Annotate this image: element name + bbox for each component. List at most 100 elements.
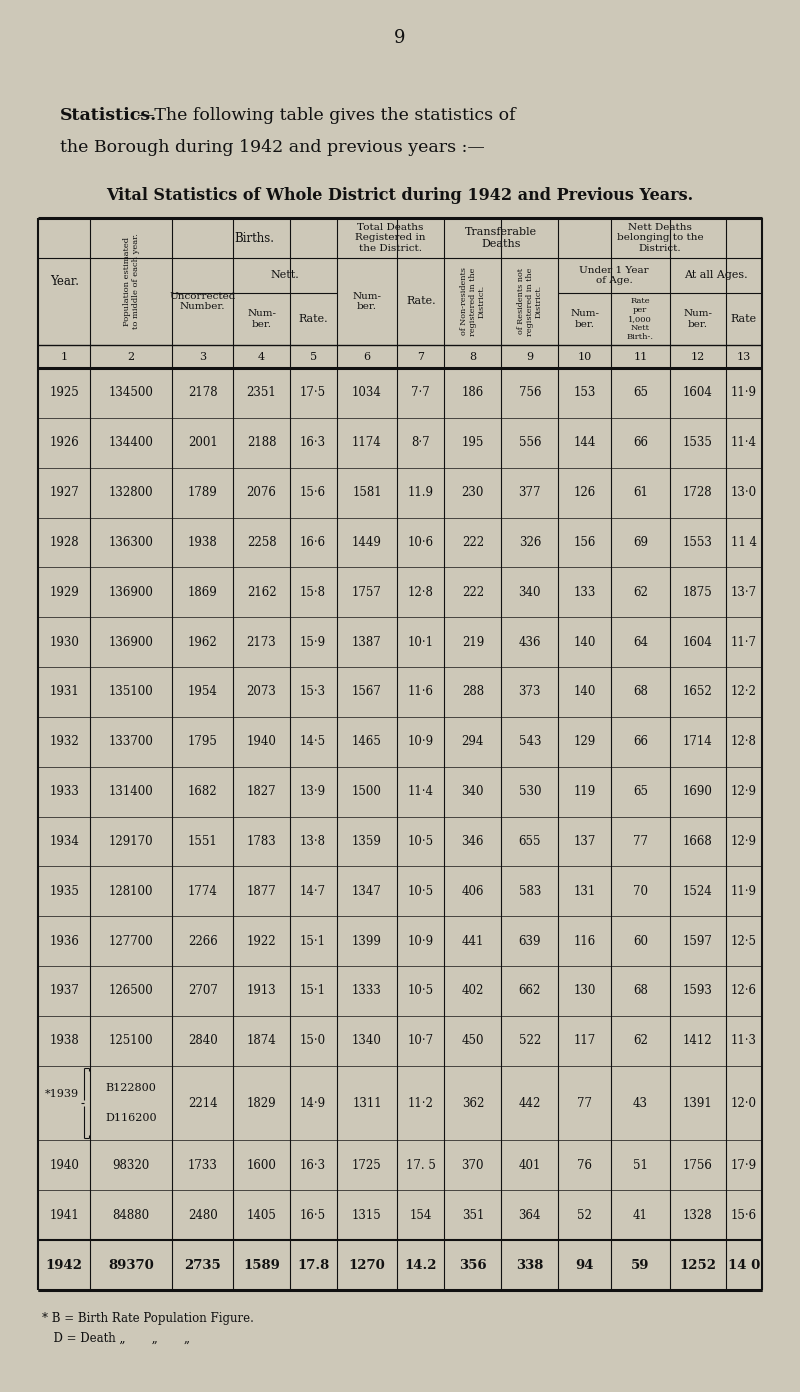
Text: 11·7: 11·7 [731, 636, 757, 649]
Text: 2214: 2214 [188, 1097, 218, 1109]
Text: 133: 133 [574, 586, 596, 599]
Text: 129: 129 [574, 735, 596, 749]
Text: 406: 406 [462, 885, 484, 898]
Text: 356: 356 [459, 1258, 486, 1271]
Text: 1929: 1929 [50, 586, 79, 599]
Text: 12·8: 12·8 [408, 586, 434, 599]
Text: 1932: 1932 [50, 735, 79, 749]
Text: 9: 9 [526, 352, 534, 362]
Text: At all Ages.: At all Ages. [684, 270, 748, 281]
Text: 1311: 1311 [352, 1097, 382, 1109]
Text: 12·8: 12·8 [731, 735, 757, 749]
Text: 15·1: 15·1 [300, 934, 326, 948]
Text: 1347: 1347 [352, 885, 382, 898]
Text: 1827: 1827 [246, 785, 276, 798]
Text: 351: 351 [462, 1208, 484, 1222]
Text: 2840: 2840 [188, 1034, 218, 1047]
Text: 10·6: 10·6 [408, 536, 434, 548]
Text: 134500: 134500 [109, 387, 154, 400]
Text: 2707: 2707 [188, 984, 218, 998]
Text: 66: 66 [633, 735, 648, 749]
Text: 1500: 1500 [352, 785, 382, 798]
Text: 1938: 1938 [50, 1034, 79, 1047]
Text: 1931: 1931 [50, 685, 79, 699]
Text: 11·6: 11·6 [408, 685, 434, 699]
Text: 126500: 126500 [109, 984, 154, 998]
Text: 1652: 1652 [683, 685, 713, 699]
Text: 1937: 1937 [50, 984, 79, 998]
Text: 1034: 1034 [352, 387, 382, 400]
Text: 1874: 1874 [246, 1034, 277, 1047]
Text: Num-
ber.: Num- ber. [683, 309, 712, 329]
Text: 15·3: 15·3 [300, 685, 326, 699]
Text: 1399: 1399 [352, 934, 382, 948]
Text: 60: 60 [633, 934, 648, 948]
Text: 2: 2 [128, 352, 134, 362]
Text: 522: 522 [518, 1034, 541, 1047]
Text: 140: 140 [574, 685, 596, 699]
Text: 2162: 2162 [246, 586, 276, 599]
Text: 136300: 136300 [109, 536, 154, 548]
Text: 1941: 1941 [50, 1208, 79, 1222]
Text: 119: 119 [574, 785, 596, 798]
Text: Num-
ber.: Num- ber. [570, 309, 599, 329]
Text: D116200: D116200 [106, 1114, 157, 1123]
Text: 583: 583 [518, 885, 541, 898]
Text: 1551: 1551 [188, 835, 218, 848]
Text: 52: 52 [577, 1208, 592, 1222]
Text: 1391: 1391 [683, 1097, 713, 1109]
Text: 2076: 2076 [246, 486, 277, 500]
Text: 288: 288 [462, 685, 484, 699]
Text: 1869: 1869 [188, 586, 218, 599]
Text: 11·9: 11·9 [731, 885, 757, 898]
Text: the Borough during 1942 and previous years :—: the Borough during 1942 and previous yea… [60, 138, 485, 156]
Text: 154: 154 [410, 1208, 432, 1222]
Text: 1315: 1315 [352, 1208, 382, 1222]
Text: 1: 1 [61, 352, 68, 362]
Text: 1597: 1597 [683, 934, 713, 948]
Text: of Residents not
registered in the
District.: of Residents not registered in the Distr… [517, 267, 543, 335]
Text: 1600: 1600 [246, 1160, 277, 1172]
Text: 12·0: 12·0 [731, 1097, 757, 1109]
Text: 1359: 1359 [352, 835, 382, 848]
Text: 373: 373 [518, 685, 541, 699]
Text: 17.8: 17.8 [297, 1258, 330, 1271]
Text: B122800: B122800 [106, 1083, 157, 1093]
Text: —The following table gives the statistics of: —The following table gives the statistic… [137, 107, 516, 124]
Text: 11·4: 11·4 [408, 785, 434, 798]
Text: 76: 76 [577, 1160, 592, 1172]
Text: Rate.: Rate. [406, 296, 436, 306]
Text: * B = Birth Rate Population Figure.: * B = Birth Rate Population Figure. [42, 1313, 254, 1325]
Text: 10·7: 10·7 [408, 1034, 434, 1047]
Text: 1913: 1913 [246, 984, 277, 998]
Text: 370: 370 [462, 1160, 484, 1172]
Text: 77: 77 [577, 1097, 592, 1109]
Text: 1938: 1938 [188, 536, 218, 548]
Text: 13: 13 [737, 352, 751, 362]
Text: Total Deaths
Registered in
the District.: Total Deaths Registered in the District. [355, 223, 426, 253]
Text: 14·5: 14·5 [300, 735, 326, 749]
Text: 1935: 1935 [50, 885, 79, 898]
Text: 1733: 1733 [188, 1160, 218, 1172]
Text: 136900: 136900 [109, 636, 154, 649]
Text: 70: 70 [633, 885, 648, 898]
Text: 1774: 1774 [188, 885, 218, 898]
Text: 1783: 1783 [246, 835, 277, 848]
Text: 14 0: 14 0 [728, 1258, 760, 1271]
Text: 156: 156 [574, 536, 596, 548]
Text: 11: 11 [633, 352, 647, 362]
Text: 12·5: 12·5 [731, 934, 757, 948]
Text: 17. 5: 17. 5 [406, 1160, 436, 1172]
Text: 219: 219 [462, 636, 484, 649]
Text: 1524: 1524 [683, 885, 713, 898]
Text: 222: 222 [462, 536, 484, 548]
Text: 1714: 1714 [683, 735, 713, 749]
Text: 12: 12 [690, 352, 705, 362]
Text: 1387: 1387 [352, 636, 382, 649]
Text: 1690: 1690 [683, 785, 713, 798]
Text: 69: 69 [633, 536, 648, 548]
Text: 62: 62 [633, 1034, 648, 1047]
Text: 7·7: 7·7 [411, 387, 430, 400]
Text: 1604: 1604 [683, 387, 713, 400]
Text: 543: 543 [518, 735, 541, 749]
